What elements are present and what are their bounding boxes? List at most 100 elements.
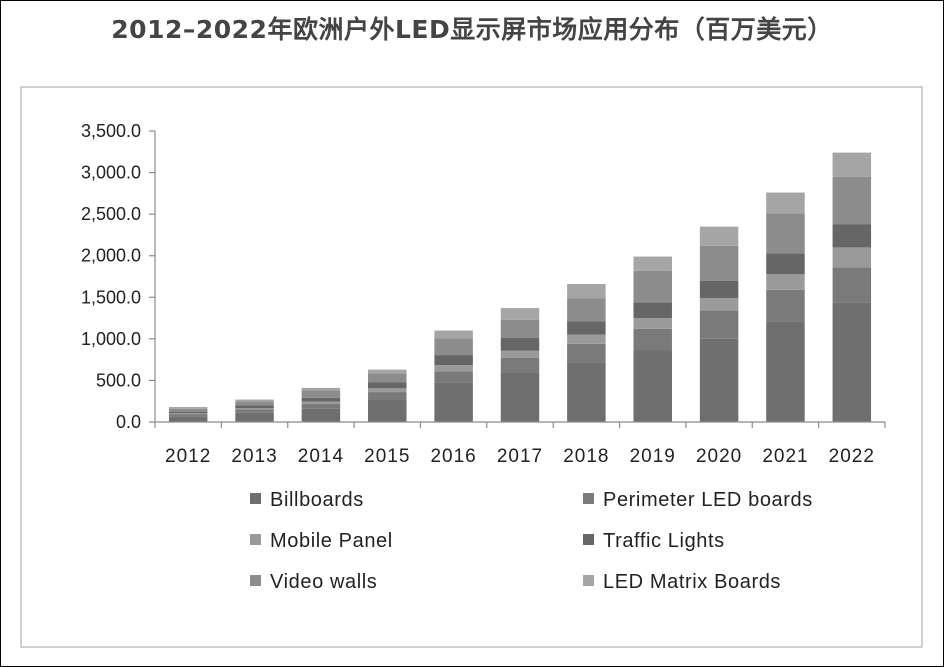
plot-area-border xyxy=(20,86,923,648)
bar-2020-series-3 xyxy=(699,280,739,299)
bar-2021-series-5 xyxy=(766,192,805,214)
bar-2022-series-2 xyxy=(832,247,872,268)
x-tick-label: 2017 xyxy=(497,446,543,467)
bar-2013-series-3 xyxy=(235,405,274,409)
x-tick-label: 2021 xyxy=(762,446,808,467)
x-tick-label: 2012 xyxy=(165,446,211,467)
bar-2012-series-3 xyxy=(168,411,208,414)
bar-2013-series-0 xyxy=(235,412,274,422)
x-tick-label: 2022 xyxy=(829,446,875,467)
legend-label: Billboards xyxy=(270,489,364,511)
bar-2013-series-1 xyxy=(235,409,274,413)
y-tick-label: 1,500.0 xyxy=(81,287,141,307)
y-tick-label: 1,000.0 xyxy=(81,329,141,349)
bar-2016-series-4 xyxy=(434,338,473,356)
bar-2017-series-4 xyxy=(500,319,540,339)
chart-title: 2012–2022年欧洲户外LED显示屏市场应用分布（百万美元） xyxy=(111,15,833,44)
bar-2012-series-2 xyxy=(168,413,208,415)
legend-swatch xyxy=(583,493,594,504)
bar-2016-series-0 xyxy=(434,382,473,422)
bar-2014-series-0 xyxy=(301,408,341,422)
bar-2019-series-4 xyxy=(633,270,672,303)
y-tick-label: 2,500.0 xyxy=(81,204,141,224)
legend-label: Traffic Lights xyxy=(603,530,725,552)
bar-2017-series-5 xyxy=(500,308,540,320)
bar-2021-series-1 xyxy=(766,289,805,322)
bar-2015-series-0 xyxy=(368,399,407,422)
bar-2019-series-2 xyxy=(633,318,672,329)
bar-2015-series-4 xyxy=(368,373,407,383)
bar-2016-series-1 xyxy=(434,371,473,383)
bar-2013-series-5 xyxy=(235,399,274,402)
bar-2016-series-3 xyxy=(434,355,473,366)
bar-2021-series-3 xyxy=(766,253,805,275)
x-tick-label: 2019 xyxy=(630,446,676,467)
bar-2013-series-4 xyxy=(235,401,274,406)
bar-2018-series-4 xyxy=(567,298,606,322)
bar-2020-series-5 xyxy=(699,226,739,246)
legend-swatch xyxy=(250,493,261,504)
bar-2012-series-0 xyxy=(168,416,208,422)
bar-2018-series-0 xyxy=(567,362,606,422)
bar-2015-series-2 xyxy=(368,388,407,393)
bar-2014-series-1 xyxy=(301,403,341,409)
bar-2017-series-3 xyxy=(500,338,540,351)
x-tick-label: 2013 xyxy=(231,446,277,467)
bar-2018-series-5 xyxy=(567,283,606,299)
x-tick-label: 2020 xyxy=(696,446,742,467)
legend-swatch xyxy=(250,575,261,586)
bar-2017-series-2 xyxy=(500,350,540,358)
y-tick-label: 3,500.0 xyxy=(81,121,141,141)
bar-2019-series-5 xyxy=(633,256,672,271)
bar-2019-series-3 xyxy=(633,302,672,319)
bar-2022-series-5 xyxy=(832,152,872,177)
bar-2013-series-2 xyxy=(235,408,274,410)
legend-label: Mobile Panel xyxy=(270,530,393,552)
bar-2022-series-1 xyxy=(832,267,872,303)
bar-2017-series-1 xyxy=(500,357,540,373)
bar-2018-series-1 xyxy=(567,343,606,363)
bar-2022-series-3 xyxy=(832,224,872,248)
bar-2017-series-0 xyxy=(500,372,540,422)
x-tick-label: 2014 xyxy=(298,446,344,467)
bar-2019-series-1 xyxy=(633,328,672,351)
bar-2018-series-3 xyxy=(567,321,606,335)
legend-swatch xyxy=(583,575,594,586)
bar-2012-series-5 xyxy=(168,407,208,409)
legend-swatch xyxy=(583,534,594,545)
legend-label: Perimeter LED boards xyxy=(603,489,813,511)
bar-2014-series-2 xyxy=(301,401,341,404)
y-tick-label: 500.0 xyxy=(96,370,141,390)
legend-label: Video walls xyxy=(270,571,377,593)
bar-2022-series-0 xyxy=(832,302,872,422)
bar-2016-series-5 xyxy=(434,330,473,339)
bar-2021-series-0 xyxy=(766,321,805,422)
bar-2019-series-0 xyxy=(633,350,672,422)
bar-2020-series-4 xyxy=(699,245,739,281)
bar-2018-series-2 xyxy=(567,334,606,344)
bar-2015-series-1 xyxy=(368,392,407,400)
bar-2015-series-5 xyxy=(368,369,407,374)
legend-swatch xyxy=(250,534,261,545)
bar-2014-series-4 xyxy=(301,390,341,398)
bar-2014-series-5 xyxy=(301,387,341,391)
bar-2016-series-2 xyxy=(434,365,473,372)
bar-2020-series-2 xyxy=(699,298,739,311)
x-tick-label: 2015 xyxy=(364,446,410,467)
x-tick-label: 2018 xyxy=(563,446,609,467)
bar-2022-series-4 xyxy=(832,176,872,225)
bar-2020-series-1 xyxy=(699,310,739,339)
bar-2021-series-2 xyxy=(766,274,805,290)
bar-2020-series-0 xyxy=(699,338,739,422)
bar-2021-series-4 xyxy=(766,213,805,254)
x-tick-label: 2016 xyxy=(430,446,476,467)
bar-2012-series-4 xyxy=(168,408,208,412)
y-tick-label: 2,000.0 xyxy=(81,246,141,266)
bar-2015-series-3 xyxy=(368,382,407,389)
bar-2012-series-1 xyxy=(168,414,208,417)
bar-2014-series-3 xyxy=(301,397,341,402)
legend-label: LED Matrix Boards xyxy=(603,571,781,593)
y-tick-label: 0.0 xyxy=(116,412,141,432)
y-tick-label: 3,000.0 xyxy=(81,163,141,183)
